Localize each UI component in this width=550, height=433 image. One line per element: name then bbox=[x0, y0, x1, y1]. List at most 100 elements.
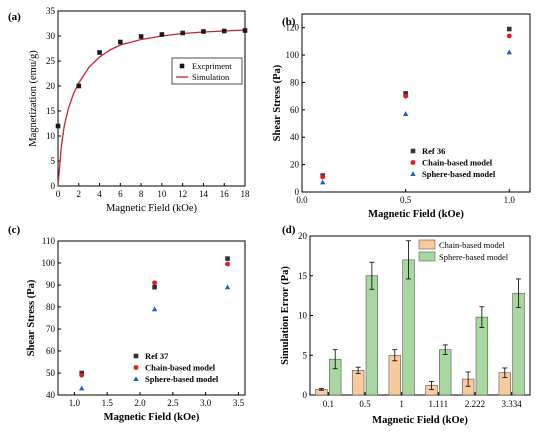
y-tick-label: 100 bbox=[42, 258, 56, 268]
legend-swatch bbox=[418, 239, 436, 250]
legend-label: Ref 36 bbox=[422, 146, 445, 156]
x-tick-label: 1 bbox=[399, 399, 404, 409]
data-point-triangle bbox=[402, 111, 409, 116]
x-tick-label: 1.0 bbox=[69, 398, 81, 408]
legend-label: Sphere-based model bbox=[439, 252, 509, 262]
legend-label-simulation: Simulation bbox=[192, 72, 230, 82]
x-axis-label: Magnetic Field (kOe) bbox=[106, 203, 197, 214]
data-point-circle bbox=[403, 93, 409, 99]
y-tick-label: 0 bbox=[303, 390, 308, 400]
y-tick-label: 0 bbox=[51, 181, 56, 191]
chart-c: (c) 1.0 1.5 2.0 2.5 3.0 3.5 40 50 60 70 80 90 100 110 M… bbox=[8, 224, 246, 423]
legend-marker bbox=[133, 353, 139, 359]
data-point-circle bbox=[225, 261, 230, 267]
legend-swatch bbox=[418, 251, 436, 262]
legend-marker bbox=[133, 365, 139, 370]
y-axis-label: Magnetization (emu/g) bbox=[28, 50, 39, 147]
data-point-triangle bbox=[224, 284, 231, 290]
bar bbox=[365, 275, 379, 396]
bar bbox=[439, 349, 452, 396]
data-point-triangle bbox=[151, 306, 158, 312]
x-tick-label: 14 bbox=[199, 189, 209, 199]
y-tick-label: 15 bbox=[298, 271, 308, 281]
y-tick-label: 0 bbox=[295, 187, 300, 197]
x-tick-label: 0.1 bbox=[323, 399, 334, 409]
x-tick-label: 16 bbox=[220, 189, 230, 199]
legend-marker bbox=[410, 160, 416, 165]
data-point-square bbox=[225, 256, 230, 261]
y-tick-label: 110 bbox=[42, 236, 56, 246]
legend-label: Ref 37 bbox=[145, 351, 169, 361]
panel-label-c: (c) bbox=[8, 224, 21, 236]
y-tick-label: 40 bbox=[290, 132, 300, 142]
x-tick-label: 2.5 bbox=[167, 398, 179, 408]
experiment-point bbox=[242, 28, 248, 33]
plot-frame bbox=[301, 13, 531, 193]
data-point-square bbox=[152, 284, 157, 290]
experiment-point bbox=[55, 123, 61, 129]
experiment-point bbox=[76, 83, 82, 89]
y-tick-label: 60 bbox=[46, 346, 56, 356]
x-axis-label: Magnetic Field (kOe) bbox=[372, 415, 468, 426]
y-axis-label: Shear Stress (Pa) bbox=[26, 279, 37, 356]
data-point-triangle bbox=[506, 49, 512, 55]
x-tick-label: 4 bbox=[97, 189, 102, 199]
y-tick-label: 120 bbox=[286, 23, 300, 33]
x-tick-label: 1.5 bbox=[102, 398, 114, 408]
y-tick-label: 20 bbox=[290, 160, 300, 170]
y-axis-label: Shear Stress (Pa) bbox=[272, 64, 283, 141]
x-tick-label: 12 bbox=[178, 189, 187, 199]
legend-marker bbox=[410, 148, 416, 154]
data-point-circle bbox=[152, 280, 157, 286]
legend-label-experiment: Excpriment bbox=[192, 61, 232, 71]
x-tick-label: 3.5 bbox=[233, 398, 245, 408]
y-tick-label: 80 bbox=[46, 302, 56, 312]
x-tick-label: 10 bbox=[157, 189, 167, 199]
y-tick-label: 20 bbox=[46, 81, 56, 91]
x-tick-label: 0.0 bbox=[296, 195, 308, 205]
legend-marker-experiment bbox=[179, 63, 185, 69]
legend-marker bbox=[410, 171, 416, 176]
data-point-square bbox=[403, 91, 408, 96]
x-tick-label: 18 bbox=[241, 189, 251, 199]
legend-label: Chain-based model bbox=[145, 363, 216, 373]
experiment-point bbox=[221, 28, 227, 34]
plot-frame bbox=[57, 240, 246, 396]
simulation-line bbox=[57, 29, 246, 187]
y-tick-label: 25 bbox=[46, 56, 56, 66]
legend-label: Chain-based model bbox=[422, 158, 493, 168]
y-tick-label: 100 bbox=[286, 50, 300, 60]
y-tick-label: 70 bbox=[46, 324, 56, 334]
panel-label-a: (a) bbox=[8, 11, 21, 23]
data-point-triangle bbox=[320, 179, 326, 185]
legend-label: Sphere-based model bbox=[422, 169, 496, 179]
chart-b: (b) 0.0 0.5 1.0 0 20 40 60 80 100 120 Magnetic Fiel… bbox=[272, 13, 531, 220]
x-tick-label: 0 bbox=[56, 189, 61, 199]
y-tick-label: 30 bbox=[46, 31, 56, 41]
data-point-circle bbox=[320, 174, 326, 180]
x-axis-label: Magnetic Field (kOe) bbox=[104, 412, 200, 423]
x-tick-label: 8 bbox=[139, 189, 144, 199]
x-tick-label: 3.0 bbox=[200, 398, 212, 408]
x-tick-label: 2.222 bbox=[465, 399, 485, 409]
legend-label: Sphere-based model bbox=[145, 374, 219, 384]
bar bbox=[512, 292, 525, 396]
y-tick-label: 35 bbox=[46, 6, 56, 16]
y-tick-label: 50 bbox=[46, 368, 56, 378]
chart-d: (d) 0 5 10 15 20 0.1 0.5 1 1.111 2.222 3.334 Magneti… bbox=[280, 224, 531, 426]
experiment-point bbox=[201, 29, 206, 34]
x-tick-label: 0.5 bbox=[359, 399, 371, 409]
experiment-point bbox=[97, 50, 102, 55]
y-tick-label: 10 bbox=[298, 311, 308, 321]
panel-label-d: (d) bbox=[282, 224, 296, 236]
x-axis-label: Magnetic Field (kOe) bbox=[368, 209, 464, 220]
y-axis-label: Simulation Error (Pa) bbox=[280, 266, 291, 365]
legend-box bbox=[171, 57, 243, 85]
y-tick-label: 20 bbox=[298, 231, 308, 241]
y-tick-label: 5 bbox=[303, 350, 308, 360]
y-tick-label: 80 bbox=[290, 77, 300, 87]
x-tick-label: 0.5 bbox=[400, 195, 412, 205]
legend-label: Chain-based model bbox=[439, 240, 505, 250]
